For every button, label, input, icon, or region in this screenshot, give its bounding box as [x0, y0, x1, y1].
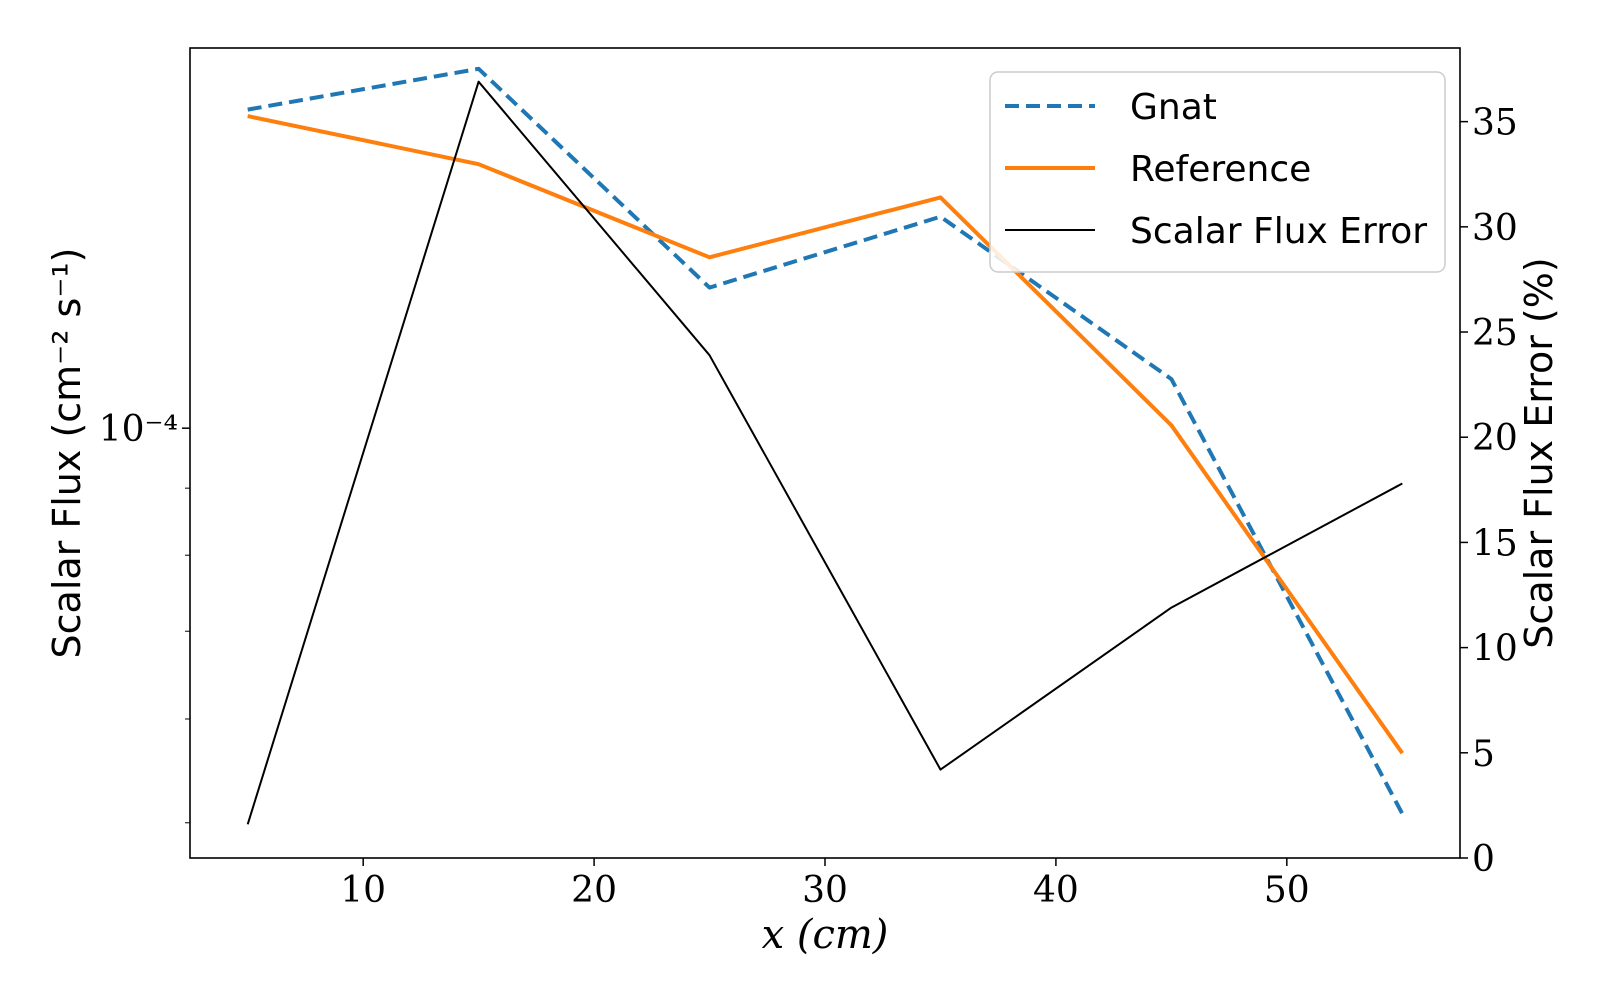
y-left-axis-ticks: 10⁻⁴: [99, 409, 190, 824]
x-axis-title: x (cm): [762, 912, 889, 958]
legend: Gnat Reference Scalar Flux Error: [989, 71, 1446, 273]
legend-box: [989, 71, 1446, 273]
y-right-axis-ticks: 0 5 10 15 20 25 30 35: [1460, 103, 1518, 880]
x-tick-label: 40: [1033, 870, 1079, 911]
y-right-axis-title: Scalar Flux Error (%): [1517, 257, 1561, 648]
y-right-tick-label: 25: [1472, 313, 1518, 354]
legend-label-reference: Reference: [1130, 149, 1311, 190]
x-tick-label: 10: [340, 870, 386, 911]
y-right-tick-label: 30: [1472, 208, 1518, 249]
x-axis-ticks: 10 20 30 40 50: [340, 858, 1310, 911]
legend-label-gnat: Gnat: [1130, 87, 1217, 128]
y-right-tick-label: 35: [1472, 103, 1518, 144]
y-right-tick-label: 5: [1472, 734, 1495, 775]
y-right-tick-label: 0: [1472, 839, 1495, 880]
y-right-tick-label: 15: [1472, 523, 1518, 564]
series-line-gnat: [247, 66, 1405, 815]
y-left-axis-title: Scalar Flux (cm⁻² s⁻¹): [45, 248, 89, 659]
y-left-tick-label: 10⁻⁴: [99, 409, 178, 450]
y-right-tick-label: 20: [1472, 418, 1518, 459]
x-tick-label: 50: [1264, 870, 1310, 911]
x-tick-label: 20: [571, 870, 617, 911]
x-tick-label: 30: [802, 870, 848, 911]
series-line-reference: [247, 114, 1404, 755]
series-line-scalar-flux-error: [246, 80, 1403, 825]
y-right-tick-label: 10: [1472, 629, 1518, 670]
legend-label-scalar-flux-error: Scalar Flux Error: [1130, 211, 1427, 252]
series-layer: [246, 66, 1405, 825]
